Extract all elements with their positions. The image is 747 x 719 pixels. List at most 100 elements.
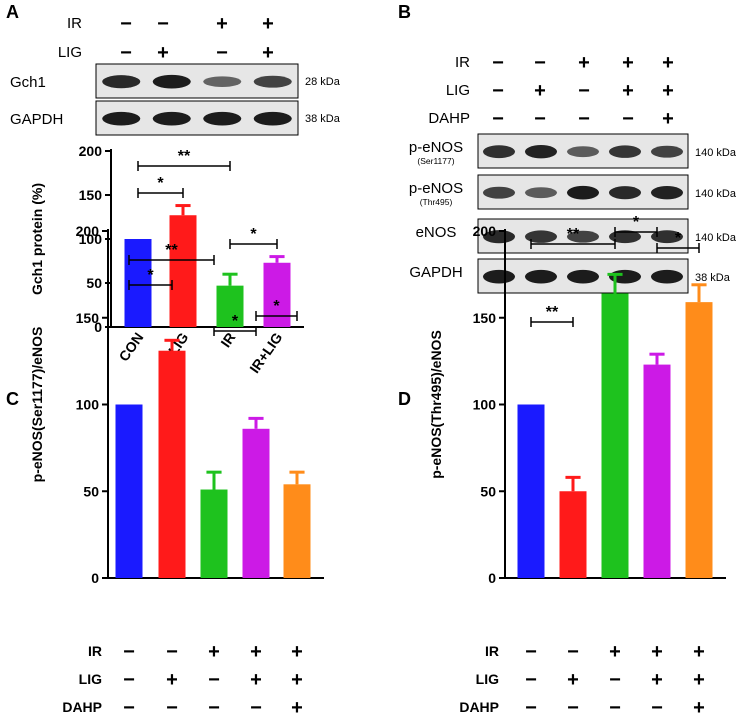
- blot-a-1-band: [203, 111, 242, 126]
- panel-d-row-sign: −: [651, 697, 663, 719]
- panel-c-row-label: DAHP: [62, 699, 102, 715]
- blot-b-3-band: [651, 269, 683, 284]
- panel-c-row-sign: +: [291, 641, 303, 663]
- panel-c-bar: [200, 489, 228, 578]
- panel-a-y-tick-label: 0: [94, 319, 102, 335]
- panel-a-bar: [263, 262, 291, 327]
- blot-b-kda: 140 kDa: [695, 147, 737, 159]
- panel-d-row-sign: −: [525, 641, 537, 663]
- blot-b-sign: −: [492, 108, 504, 130]
- panel-a-bar: [169, 215, 197, 327]
- blot-b-sign: +: [662, 80, 674, 102]
- panel-a-y-tick-label: 200: [79, 143, 103, 159]
- panel-d-row-sign: +: [693, 669, 705, 691]
- blot-b-sign: +: [622, 52, 634, 74]
- panel-c-row-sign: −: [250, 697, 262, 719]
- blot-a-0-band: [102, 75, 141, 89]
- panel-c-sig-label: *: [232, 313, 239, 330]
- blot-b-band-sublabel: (Ser1177): [417, 156, 454, 166]
- panel-c-y-tick-label: 200: [76, 223, 100, 239]
- blot-b-2-band: [525, 230, 557, 243]
- panel-a-sig-label: *: [250, 226, 257, 243]
- blot-a-row-label: LIG: [58, 44, 82, 61]
- blot-a-0-band: [203, 76, 242, 87]
- panel-c-row-sign: +: [250, 669, 262, 691]
- blot-a-kda: 38 kDa: [305, 113, 341, 125]
- panel-d-row-sign: −: [567, 697, 579, 719]
- panel-d-sig-label: *: [675, 230, 682, 247]
- panel-d-y-tick-label: 200: [473, 223, 497, 239]
- blot-b-sign: −: [534, 108, 546, 130]
- panel-label-c: C: [6, 389, 19, 409]
- blot-b-band-sublabel: (Thr495): [420, 197, 453, 207]
- panel-d-row-sign: +: [651, 641, 663, 663]
- panel-c-row-sign: +: [166, 669, 178, 691]
- blot-b-sign: +: [534, 80, 546, 102]
- panel-c-row-sign: −: [208, 669, 220, 691]
- panel-d-y-tick-label: 150: [473, 310, 497, 326]
- panel-d-row-sign: +: [693, 697, 705, 719]
- blot-b-sign: −: [492, 52, 504, 74]
- panel-c-row-label: IR: [88, 643, 102, 659]
- blot-a-sign: +: [262, 13, 274, 35]
- blot-b-row-label: LIG: [446, 82, 470, 99]
- panel-d-bar: [643, 364, 671, 578]
- blot-a-kda: 28 kDa: [305, 76, 341, 88]
- panel-d-y-tick-label: 100: [473, 397, 497, 413]
- panel-a-sig-label: *: [157, 175, 164, 192]
- panel-d-sig-label: *: [633, 214, 640, 231]
- blot-b-sign: −: [492, 80, 504, 102]
- blot-b-1-band: [525, 187, 557, 199]
- blot-b-0-band: [567, 146, 599, 158]
- blot-a-1-band: [102, 111, 141, 126]
- panel-c-row-sign: −: [208, 697, 220, 719]
- panel-c-bar: [242, 428, 270, 578]
- panel-d-y-axis-title: p-eNOS(Thr495)/eNOS: [428, 330, 444, 479]
- blot-a-sign: +: [262, 42, 274, 64]
- panel-c-bar: [158, 350, 186, 578]
- panel-a-x-tick-label: IR: [217, 330, 238, 351]
- panel-a-y-tick-label: 50: [86, 275, 102, 291]
- blot-b-sign: −: [622, 108, 634, 130]
- blot-b-1-band: [651, 186, 683, 200]
- panel-c-y-tick-label: 150: [76, 310, 100, 326]
- blot-b-0-band: [525, 145, 557, 159]
- blot-b-row-label: IR: [455, 54, 470, 71]
- blot-b-2-band: [609, 230, 641, 244]
- panel-c-row-sign: −: [123, 669, 135, 691]
- panel-d-bar: [685, 302, 713, 578]
- blot-b-band-label: GAPDH: [409, 264, 462, 281]
- panel-d-bar: [517, 404, 545, 578]
- blot-b-3-band: [483, 269, 515, 284]
- panel-a-x-tick-label: IR+LIG: [246, 329, 285, 376]
- blot-b-sign: −: [578, 80, 590, 102]
- panel-c-y-axis-title: p-eNOS(Ser1177)/eNOS: [29, 327, 45, 483]
- blot-b-sign: +: [622, 80, 634, 102]
- panel-d-row-label: LIG: [476, 671, 499, 687]
- panel-c-row-sign: +: [291, 669, 303, 691]
- blot-b-2-band: [567, 230, 599, 243]
- panel-d-bar: [601, 293, 629, 578]
- panel-label-d: D: [398, 389, 411, 409]
- blot-b-sign: −: [534, 52, 546, 74]
- panel-c-sig-label: **: [165, 242, 178, 259]
- blot-b-sign: −: [578, 108, 590, 130]
- blot-b-sign: +: [662, 52, 674, 74]
- blot-b-0-band: [609, 145, 641, 158]
- blot-a-1-band: [253, 111, 292, 126]
- panel-c-bar: [283, 484, 311, 578]
- panel-c-row-sign: +: [291, 697, 303, 719]
- blot-a-row-label: IR: [67, 15, 82, 32]
- panel-c-y-tick-label: 0: [91, 570, 99, 586]
- blot-a-sign: +: [157, 42, 169, 64]
- panel-d-row-sign: −: [525, 669, 537, 691]
- blot-a-0-band: [152, 74, 191, 89]
- panel-c-row-sign: −: [123, 697, 135, 719]
- panel-a-x-tick-label: CON: [115, 330, 146, 365]
- panel-c-row-sign: −: [123, 641, 135, 663]
- blot-a-0-band: [253, 75, 292, 88]
- blot-b-0-band: [483, 145, 515, 159]
- panel-d-y-tick-label: 50: [480, 483, 496, 499]
- blot-b-band-label: eNOS: [416, 224, 457, 241]
- blot-b-kda: 38 kDa: [695, 272, 731, 284]
